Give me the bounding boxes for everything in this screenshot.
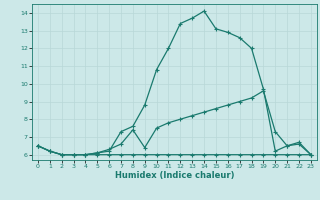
X-axis label: Humidex (Indice chaleur): Humidex (Indice chaleur) (115, 171, 234, 180)
